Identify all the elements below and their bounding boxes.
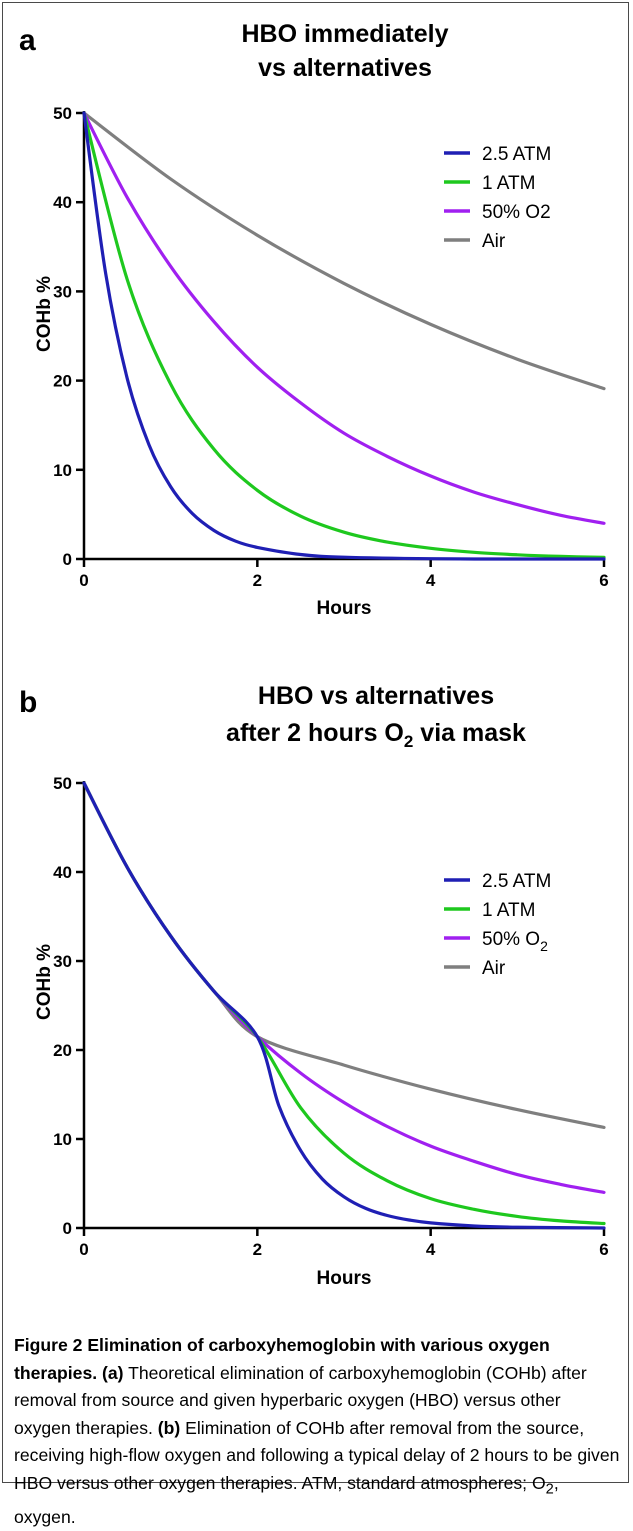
- legend-label: Air: [482, 231, 506, 252]
- x-tick-label: 6: [599, 571, 608, 590]
- x-axis-label: Hours: [317, 1268, 372, 1289]
- chart-a-plot: 0 10 20 30 40 50 0 2 4 6 Hours COHb % 2.5 ATM 1 ATM 50…: [34, 104, 609, 619]
- caption-title: Figure 2 Elimination of carboxyhemoglobi…: [14, 1335, 550, 1383]
- y-tick-label: 0: [63, 1219, 72, 1238]
- y-tick-label: 10: [53, 1130, 72, 1149]
- y-tick-label: 50: [53, 104, 72, 123]
- chart-b-title-sub: 2: [404, 732, 413, 751]
- y-tick-label: 40: [53, 193, 72, 212]
- y-axis-label: COHb %: [34, 944, 55, 1020]
- series-line-3: [82, 781, 606, 1194]
- series-line-1: [82, 781, 606, 1230]
- caption-part-a-label: (a): [102, 1362, 124, 1383]
- chart-b-title-main: after 2 hours O: [226, 719, 404, 747]
- series-line-1: [82, 111, 606, 561]
- x-tick-label: 2: [253, 1240, 262, 1259]
- figure-charts: a HBO immediately vs alternatives b HBO …: [19, 20, 609, 1289]
- x-tick-label: 4: [426, 1240, 436, 1259]
- legend-label: Air: [482, 958, 506, 979]
- x-tick-label: 2: [253, 571, 262, 590]
- y-tick-label: 0: [63, 550, 72, 569]
- y-tick-label: 20: [53, 1041, 72, 1060]
- legend-label: 2.5 ATM: [482, 871, 551, 892]
- figure-caption: Figure 2 Elimination of carboxyhemoglobi…: [14, 1332, 620, 1531]
- x-tick-label: 0: [79, 1240, 88, 1259]
- panel-a-letter: a: [19, 24, 36, 57]
- x-tick-label: 0: [79, 571, 88, 590]
- legend-label: 1 ATM: [482, 900, 536, 921]
- series-line-2: [82, 781, 606, 1226]
- series-line-3: [82, 111, 606, 525]
- chart-a-title-line2: vs alternatives: [258, 54, 432, 82]
- series-line-4: [82, 111, 606, 391]
- caption-part-a-text: Theoretical elimination of carboxyhemogl…: [14, 1362, 587, 1438]
- y-tick-label: 50: [53, 774, 72, 793]
- panel-b-letter: b: [19, 686, 37, 719]
- legend-label: 2.5 ATM: [482, 144, 551, 165]
- chart-b-title-end: via mask: [413, 719, 526, 747]
- series-line-4: [82, 781, 606, 1129]
- y-tick-label: 30: [53, 282, 72, 301]
- y-axis-label: COHb %: [34, 276, 55, 352]
- legend-label: 50% O2: [482, 202, 551, 223]
- x-tick-label: 6: [599, 1240, 608, 1259]
- legend-label: 50% O2: [482, 929, 548, 954]
- series-line-2: [82, 111, 606, 559]
- figure-frame: [2, 2, 629, 1483]
- x-axis-label: Hours: [317, 598, 372, 619]
- caption-part-b-label: (b): [157, 1417, 181, 1438]
- y-tick-label: 40: [53, 863, 72, 882]
- chart-b-title-line2: after 2 hours O2 via mask: [226, 719, 526, 751]
- y-tick-label: 30: [53, 952, 72, 971]
- chart-b-title-line1: HBO vs alternatives: [258, 682, 494, 710]
- legend-label: 1 ATM: [482, 173, 536, 194]
- chart-a-title-line1: HBO immediately: [241, 20, 448, 48]
- caption-subscript: 2: [545, 1481, 554, 1498]
- y-tick-label: 20: [53, 372, 72, 391]
- chart-b-plot: 0 10 20 30 40 50 0 2 4 6 Hours COHb % 2.5 ATM 1 ATM 50…: [34, 774, 609, 1289]
- y-tick-label: 10: [53, 461, 72, 480]
- x-tick-label: 4: [426, 571, 436, 590]
